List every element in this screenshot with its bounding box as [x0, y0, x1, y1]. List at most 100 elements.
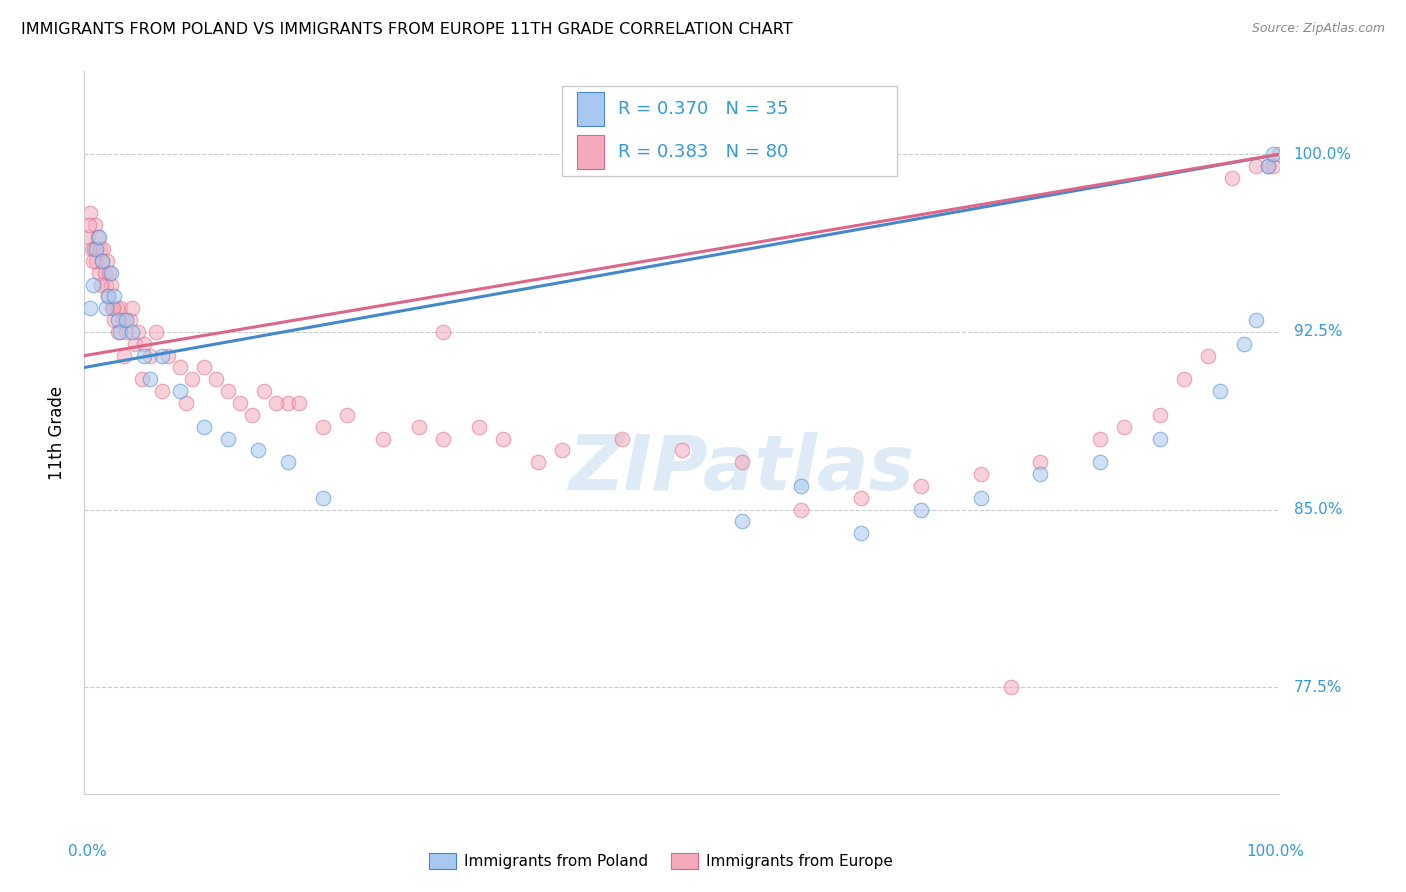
- FancyBboxPatch shape: [562, 86, 897, 176]
- Point: [89, 242, 111, 256]
- Point: [217, 432, 239, 446]
- Text: 0.0%: 0.0%: [67, 845, 107, 859]
- Point: [83, 242, 105, 256]
- Point: [139, 349, 162, 363]
- Point: [121, 325, 143, 339]
- Point: [84, 242, 107, 256]
- Point: [118, 313, 141, 327]
- Point: [110, 325, 132, 339]
- Point: [97, 289, 120, 303]
- Point: [1197, 349, 1219, 363]
- Point: [264, 396, 287, 410]
- Point: [103, 289, 125, 303]
- Point: [87, 230, 110, 244]
- Point: [111, 313, 134, 327]
- Point: [98, 266, 121, 280]
- Point: [970, 491, 993, 505]
- Point: [205, 372, 228, 386]
- Point: [671, 443, 693, 458]
- Point: [551, 443, 574, 458]
- Point: [84, 253, 107, 268]
- Point: [1244, 159, 1267, 173]
- Text: ZIPatlas: ZIPatlas: [568, 432, 915, 506]
- Point: [408, 419, 430, 434]
- Point: [131, 372, 153, 386]
- Point: [1244, 313, 1267, 327]
- Y-axis label: 11th Grade: 11th Grade: [48, 385, 66, 480]
- Point: [193, 360, 215, 375]
- Point: [1208, 384, 1230, 399]
- Point: [288, 396, 311, 410]
- Point: [79, 301, 101, 316]
- Point: [91, 253, 114, 268]
- Point: [100, 277, 122, 292]
- Point: [1256, 159, 1278, 173]
- Point: [82, 277, 104, 292]
- Point: [79, 206, 101, 220]
- Point: [276, 455, 298, 469]
- Point: [127, 325, 149, 339]
- Point: [174, 396, 197, 410]
- Point: [1263, 147, 1285, 161]
- Point: [1029, 467, 1052, 481]
- FancyBboxPatch shape: [576, 135, 603, 169]
- Point: [1149, 432, 1171, 446]
- Point: [107, 325, 129, 339]
- Point: [77, 230, 100, 244]
- Point: [467, 419, 491, 434]
- Point: [105, 301, 128, 316]
- Point: [246, 443, 269, 458]
- Point: [731, 455, 754, 469]
- Point: [610, 432, 633, 446]
- Point: [132, 336, 156, 351]
- Point: [1232, 336, 1254, 351]
- Point: [312, 419, 335, 434]
- Point: [93, 266, 115, 280]
- Point: [849, 526, 872, 541]
- Point: [312, 491, 335, 505]
- Point: [492, 432, 515, 446]
- Point: [94, 277, 117, 292]
- Point: [115, 313, 138, 327]
- Point: [169, 360, 191, 375]
- Point: [103, 313, 125, 327]
- Point: [1000, 680, 1022, 694]
- Point: [1149, 408, 1171, 422]
- Text: 100.0%: 100.0%: [1294, 147, 1351, 161]
- Point: [121, 301, 143, 316]
- Point: [90, 277, 112, 292]
- FancyBboxPatch shape: [576, 92, 603, 127]
- Point: [1088, 455, 1111, 469]
- Point: [371, 432, 394, 446]
- Point: [336, 408, 359, 422]
- Point: [110, 301, 132, 316]
- Point: [77, 219, 100, 233]
- Point: [80, 242, 103, 256]
- Point: [910, 502, 932, 516]
- Point: [150, 349, 173, 363]
- Point: [96, 253, 118, 268]
- Point: [150, 384, 173, 399]
- Point: [101, 301, 124, 316]
- Point: [276, 396, 298, 410]
- Text: 100.0%: 100.0%: [1246, 845, 1305, 859]
- Point: [93, 242, 115, 256]
- Point: [1268, 147, 1291, 161]
- Text: IMMIGRANTS FROM POLAND VS IMMIGRANTS FROM EUROPE 11TH GRADE CORRELATION CHART: IMMIGRANTS FROM POLAND VS IMMIGRANTS FRO…: [21, 22, 793, 37]
- Point: [115, 325, 138, 339]
- Point: [849, 491, 872, 505]
- Point: [112, 349, 135, 363]
- Point: [432, 432, 454, 446]
- Point: [84, 219, 107, 233]
- Point: [193, 419, 215, 434]
- Point: [132, 349, 156, 363]
- Point: [790, 479, 813, 493]
- Point: [228, 396, 250, 410]
- Point: [94, 301, 117, 316]
- Text: R = 0.370   N = 35: R = 0.370 N = 35: [617, 100, 789, 119]
- Point: [145, 325, 167, 339]
- Text: R = 0.383   N = 80: R = 0.383 N = 80: [617, 143, 789, 161]
- Point: [432, 325, 454, 339]
- Point: [169, 384, 191, 399]
- Point: [107, 313, 129, 327]
